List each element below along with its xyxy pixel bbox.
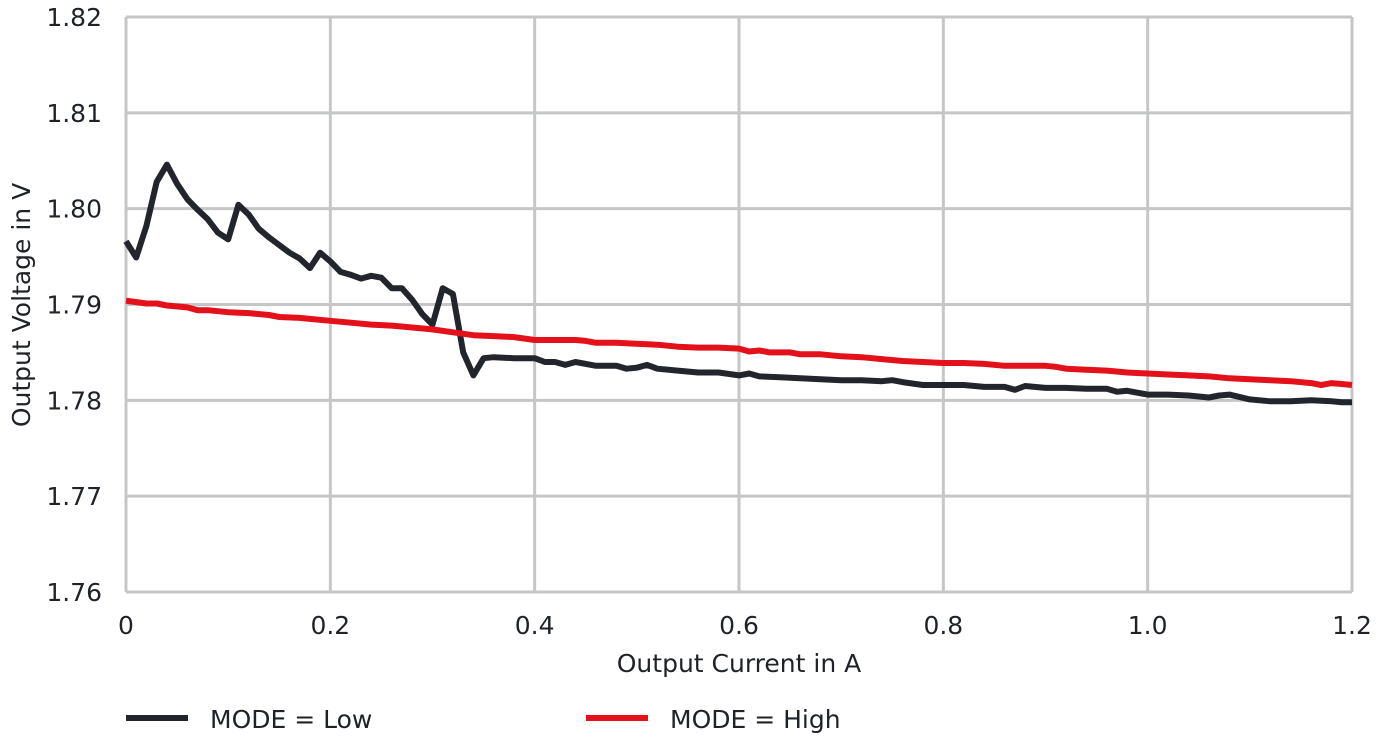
y-tick-label: 1.80 xyxy=(46,195,102,224)
legend-item-low: MODE = Low xyxy=(126,705,372,734)
series-line-high xyxy=(125,297,1353,388)
y-axis-tick-labels: 1.76 1.77 1.78 1.79 1.80 1.81 1.82 xyxy=(46,3,102,607)
x-tick-label: 0.8 xyxy=(923,611,963,640)
series-lines xyxy=(123,161,1353,406)
y-tick-label: 1.77 xyxy=(46,482,102,511)
x-tick-label: 1.2 xyxy=(1332,611,1372,640)
x-tick-label: 0 xyxy=(118,611,134,640)
grid-lines xyxy=(124,15,1354,594)
legend-label-low: MODE = Low xyxy=(210,705,372,734)
legend: MODE = Low MODE = High xyxy=(126,705,841,734)
x-tick-label: 0.6 xyxy=(719,611,759,640)
y-tick-label: 1.76 xyxy=(46,578,102,607)
series-line-low xyxy=(123,161,1352,406)
x-tick-label: 1.0 xyxy=(1128,611,1168,640)
x-tick-label: 0.2 xyxy=(310,611,350,640)
legend-label-high: MODE = High xyxy=(670,705,841,734)
x-axis-tick-labels: 0 0.2 0.4 0.6 0.8 1.0 1.2 xyxy=(118,611,1372,640)
x-axis-title: Output Current in A xyxy=(617,649,861,678)
y-tick-label: 1.78 xyxy=(46,386,102,415)
y-tick-label: 1.82 xyxy=(46,3,102,32)
x-tick-label: 0.4 xyxy=(515,611,555,640)
y-tick-label: 1.79 xyxy=(46,291,102,320)
y-axis-title: Output Voltage in V xyxy=(7,183,36,427)
y-tick-label: 1.81 xyxy=(46,99,102,128)
legend-item-high: MODE = High xyxy=(586,705,841,734)
